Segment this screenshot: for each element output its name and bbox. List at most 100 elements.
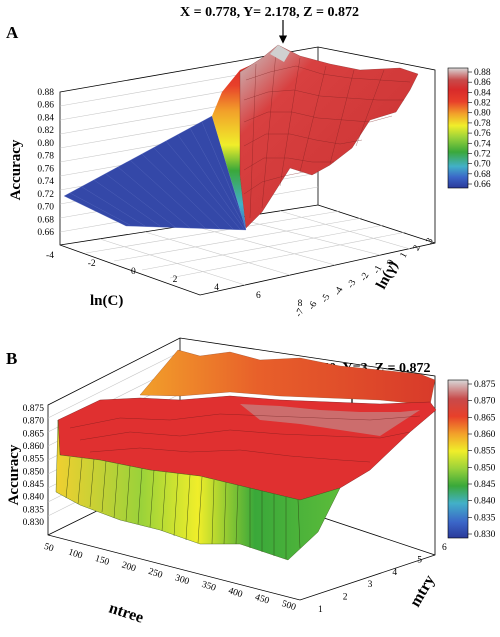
panel-a-y-tick-label: -3 <box>346 278 359 290</box>
panel-a-z-tick-label: 0.88 <box>37 88 54 98</box>
panel-b-colorbar <box>447 379 469 539</box>
panel-b-z-tick-label: 0.855 <box>23 455 45 465</box>
panel-b-colorbar-tick-label: 0.855 <box>474 447 496 457</box>
panel-b-colorbar-ticks: 0.875 0.870 0.865 0.860 0.855 0.850 0.845 0.840… <box>468 380 496 540</box>
panel-a-z-tick-label: 0.80 <box>37 139 54 149</box>
panel-a: A X = 0.778, Y= 2.178, Z = 0.872 <box>6 5 491 319</box>
panel-b-z-tick-label: 0.835 <box>23 505 45 515</box>
panel-a-colorbar-tick-label: 0.86 <box>474 78 491 88</box>
panel-b-ylabel: mtry <box>407 572 439 610</box>
panel-b-z-tick-label: 0.845 <box>23 480 45 490</box>
panel-a-z-tick-label: 0.66 <box>37 228 54 238</box>
panel-a-annotation: X = 0.778, Y= 2.178, Z = 0.872 <box>180 5 359 20</box>
panel-b-label: B <box>6 349 17 368</box>
panel-b-colorbar-tick-label: 0.875 <box>474 380 496 390</box>
panel-b-x-tick-label: 400 <box>227 586 244 600</box>
panel-b-zlabel: Accuracy <box>6 444 22 505</box>
panel-a-y-tick-label: -6 <box>307 300 320 312</box>
panel-b-x-tick-label: 200 <box>120 560 137 574</box>
panel-a-x-tick-label: 0 <box>131 267 136 277</box>
panel-b-surface-front-mesh <box>65 456 301 559</box>
panel-a-surface-high-mesh <box>243 51 411 219</box>
panel-a-z-tick-label: 0.84 <box>37 113 54 123</box>
panel-a-z-tick-label: 0.72 <box>37 190 54 200</box>
panel-b-x-tick-label: 350 <box>200 580 217 594</box>
panel-a-surface-high-plateau <box>239 44 419 229</box>
panel-a-z-tick-label: 0.70 <box>37 203 54 213</box>
panel-b-colorbar-tick-label: 0.845 <box>474 480 496 490</box>
panel-a-y-tick-label: 0 <box>386 258 397 267</box>
panel-a-z-tick-label: 0.78 <box>37 152 54 162</box>
panel-a-colorbar-tick-label: 0.72 <box>474 149 491 159</box>
panel-b-z-tick-label: 0.870 <box>23 417 45 427</box>
panel-b-colorbar-tick-label: 0.860 <box>474 430 496 440</box>
panel-b-x-tick-label: 150 <box>94 554 111 568</box>
panel-b-y-tick-label: 4 <box>392 568 397 578</box>
panel-a-surface-low-mesh <box>69 121 247 230</box>
panel-a-y-tick-label: 1 <box>399 251 410 260</box>
panel-a-x-ticks: -4 -2 0 2 4 6 8 <box>46 251 303 309</box>
panel-b-y-tick-label: 2 <box>343 593 348 603</box>
panel-b-x-ticks: 50 100 150 200 250 300 350 400 450 500 <box>43 542 298 613</box>
panel-a-x-tick-label: -4 <box>46 251 54 261</box>
panel-a-z-ticks: 0.66 0.68 0.70 0.72 0.74 0.76 0.78 0.80 0.82 0.84… <box>37 88 54 238</box>
panel-a-xlabel: ln(C) <box>90 293 123 309</box>
panel-a-y-tick-label: 2 <box>412 244 423 253</box>
panel-a-colorbar-tick-label: 0.82 <box>474 99 491 109</box>
panel-b-z-tick-label: 0.860 <box>23 442 45 452</box>
panel-b-y-tick-label: 6 <box>442 543 447 553</box>
panel-b-y-tick-label: 1 <box>318 605 323 615</box>
panel-a-colorbar-tick-label: 0.80 <box>474 109 491 119</box>
panel-b-colorbar-tick-label: 0.850 <box>474 463 496 473</box>
panel-b-z-tick-label: 0.850 <box>23 467 45 477</box>
panel-a-zlabel: Accuracy <box>8 139 24 200</box>
panel-b-x-tick-label: 50 <box>43 542 55 555</box>
panel-b-surface <box>55 349 437 561</box>
panel-b-x-tick-label: 250 <box>147 567 164 581</box>
panel-a-x-tick-label: 4 <box>214 283 219 293</box>
panel-a-colorbar-tick-label: 0.76 <box>474 129 491 139</box>
panel-a-label: A <box>6 23 19 42</box>
panel-b-z-tick-label: 0.840 <box>23 493 45 503</box>
panel-b-z-tick-label: 0.865 <box>23 429 45 439</box>
panel-a-colorbar-ticks: 0.880.860.840.820.800.780.760.740.720.70… <box>468 68 491 190</box>
panel-a-colorbar-tick-label: 0.84 <box>474 88 491 98</box>
panel-b-x-tick-label: 450 <box>254 593 271 607</box>
panel-a-y-tick-label: -7 <box>294 307 307 319</box>
panel-a-colorbar-tick-label: 0.74 <box>474 139 491 149</box>
panel-b-z-tick-label: 0.830 <box>23 518 45 528</box>
panel-a-x-tick-label: 8 <box>298 299 303 309</box>
panel-a-z-tick-label: 0.76 <box>37 164 54 174</box>
panel-a-y-tick-label: -5 <box>320 293 333 305</box>
panel-b-surface-front <box>55 419 341 561</box>
panel-a-z-tick-label: 0.74 <box>37 177 54 187</box>
panel-b-x-tick-label: 500 <box>280 599 297 613</box>
panel-b-colorbar-tick-label: 0.870 <box>474 397 496 407</box>
panel-a-colorbar-tick-label: 0.88 <box>474 68 491 78</box>
panel-a-colorbar <box>447 67 469 189</box>
panel-b-y-tick-label: 5 <box>417 555 422 565</box>
panel-a-colorbar-tick-label: 0.68 <box>474 170 491 180</box>
panel-a-y-tick-label: -2 <box>359 271 372 283</box>
panel-a-y-tick-label: -1 <box>372 264 385 276</box>
panel-a-peak-highlight <box>270 45 290 62</box>
panel-b-x-tick-label: 300 <box>174 573 191 587</box>
panel-a-floor-grid <box>85 210 411 286</box>
panel-a-x-tick-label: 6 <box>256 291 261 301</box>
panel-b-y-tick-label: 3 <box>368 580 373 590</box>
panel-a-x-tick-label: -2 <box>88 259 96 269</box>
panel-b-surface-back-ridge <box>139 349 436 406</box>
panel-b-colorbar-tick-label: 0.830 <box>474 530 496 540</box>
panel-b-z-ticks: 0.830 0.835 0.840 0.845 0.850 0.855 0.860 0.865… <box>23 404 45 528</box>
panel-a-x-tick-label: 2 <box>173 275 178 285</box>
panel-b-surface-peak-region <box>240 404 420 436</box>
panel-b-colorbar-tick-label: 0.840 <box>474 497 496 507</box>
panel-a-surface <box>63 44 419 231</box>
panel-a-y-tick-label: -4 <box>333 285 346 297</box>
panel-a-z-tick-label: 0.82 <box>37 126 54 136</box>
panel-a-colorbar-tick-label: 0.78 <box>474 119 491 129</box>
panel-b-z-tick-label: 0.875 <box>23 404 45 414</box>
panel-b-surface-top-mesh <box>69 413 421 463</box>
